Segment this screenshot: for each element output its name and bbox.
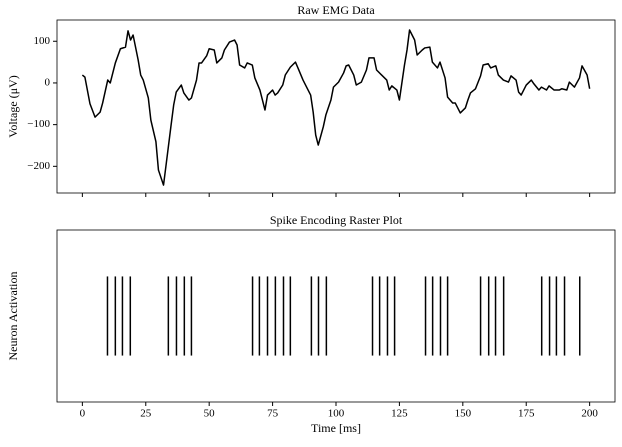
data-line <box>81 29 591 186</box>
x-tick-label: 100 <box>328 408 345 420</box>
y-tick-label: 100 <box>34 35 51 47</box>
axes-frame <box>56 19 616 194</box>
axes-frame <box>56 229 616 403</box>
y-tick-label: −200 <box>27 160 50 172</box>
chart-title: Raw EMG Data <box>297 3 375 17</box>
chart-title: Spike Encoding Raster Plot <box>270 213 403 227</box>
y-tick-label: 0 <box>45 76 51 88</box>
x-tick-label: 175 <box>518 408 535 420</box>
x-tick-label: 200 <box>581 408 598 420</box>
x-axis-label: Time [ms] <box>311 421 361 435</box>
x-tick-label: 150 <box>455 408 472 420</box>
x-tick-label: 0 <box>80 408 86 420</box>
x-tick-label: 50 <box>204 408 216 420</box>
y-tick-label: −100 <box>27 118 50 130</box>
y-axis-label: Voltage (μV) <box>6 75 20 138</box>
x-tick-label: 75 <box>267 408 279 420</box>
x-tick-label: 125 <box>391 408 408 420</box>
x-tick-label: 25 <box>140 408 152 420</box>
y-axis-label: Neuron Activation <box>6 272 20 361</box>
